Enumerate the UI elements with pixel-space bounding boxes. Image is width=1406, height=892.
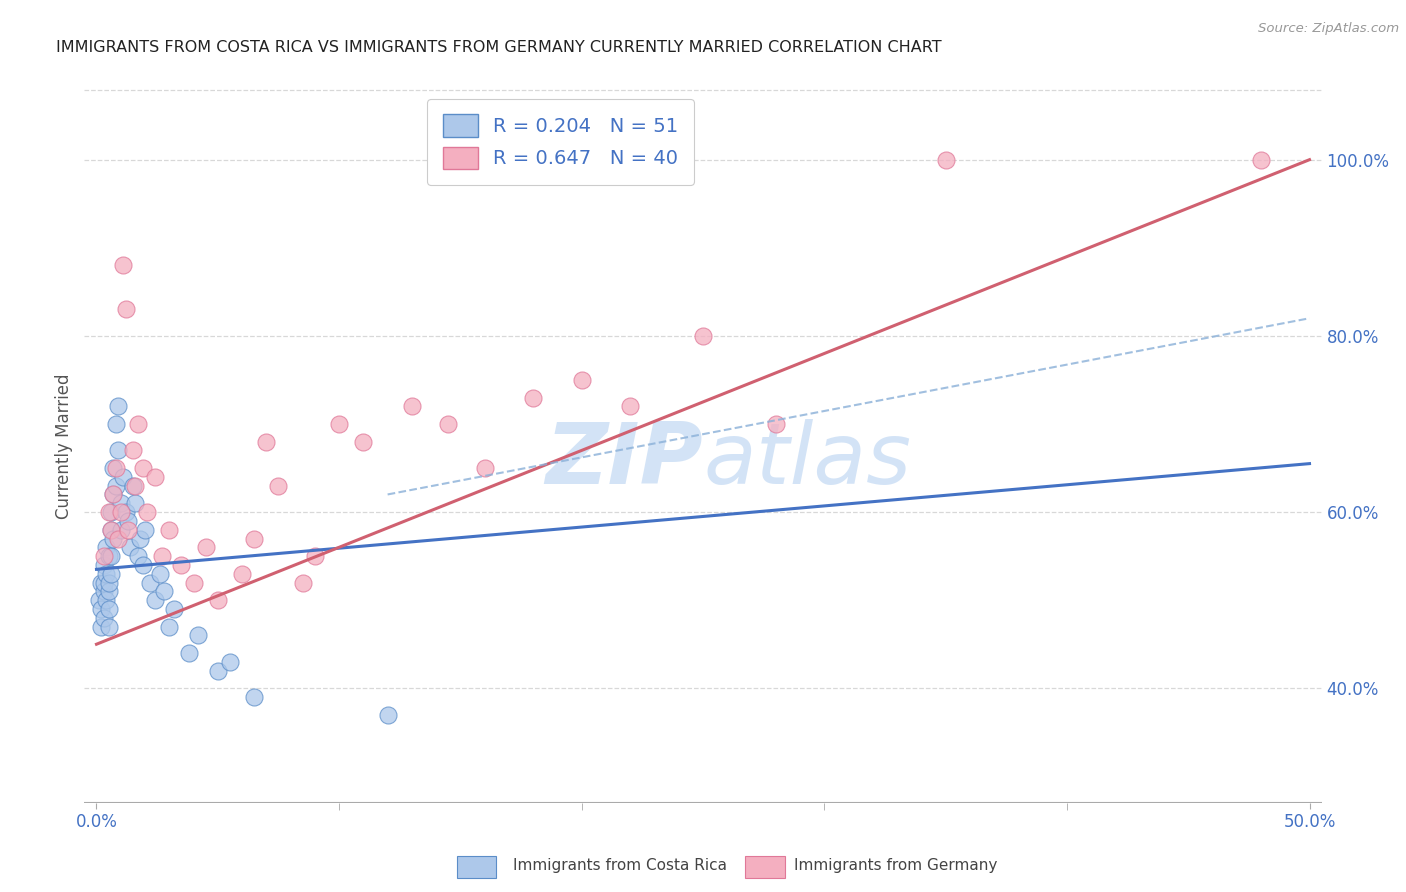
Point <box>170 558 193 572</box>
Point <box>100 523 122 537</box>
Point <box>254 434 277 449</box>
Point <box>401 400 423 414</box>
Point <box>120 541 142 555</box>
Point <box>243 532 266 546</box>
Point <box>231 566 253 581</box>
Point <box>522 391 544 405</box>
Point <box>93 584 115 599</box>
Point <box>153 584 176 599</box>
Point <box>103 487 125 501</box>
Point <box>93 575 115 590</box>
Point <box>110 496 132 510</box>
Point <box>267 478 290 492</box>
Point <box>96 593 118 607</box>
Point <box>129 532 152 546</box>
Point <box>96 566 118 581</box>
Point <box>765 417 787 431</box>
Point <box>124 496 146 510</box>
Point <box>100 523 122 537</box>
Point <box>134 523 156 537</box>
Point <box>93 611 115 625</box>
Point <box>183 575 205 590</box>
Point <box>124 478 146 492</box>
Point <box>291 575 314 590</box>
Point <box>157 619 180 633</box>
Point <box>571 373 593 387</box>
Point <box>157 523 180 537</box>
Point <box>114 505 136 519</box>
Point <box>90 602 112 616</box>
Point <box>352 434 374 449</box>
Point <box>127 417 149 431</box>
Point <box>131 558 153 572</box>
Point <box>97 602 120 616</box>
Point <box>87 593 110 607</box>
Text: IMMIGRANTS FROM COSTA RICA VS IMMIGRANTS FROM GERMANY CURRENTLY MARRIED CORRELAT: IMMIGRANTS FROM COSTA RICA VS IMMIGRANTS… <box>56 40 942 55</box>
Text: atlas: atlas <box>703 418 911 502</box>
Text: Source: ZipAtlas.com: Source: ZipAtlas.com <box>1258 22 1399 36</box>
Point <box>219 655 242 669</box>
Point <box>90 619 112 633</box>
Point <box>207 593 229 607</box>
Point <box>474 461 496 475</box>
Point <box>100 505 122 519</box>
Point <box>97 549 120 563</box>
Point <box>103 532 125 546</box>
Legend: R = 0.204   N = 51, R = 0.647   N = 40: R = 0.204 N = 51, R = 0.647 N = 40 <box>427 99 695 185</box>
Point <box>163 602 186 616</box>
Point <box>304 549 326 563</box>
Text: Immigrants from Germany: Immigrants from Germany <box>794 858 998 872</box>
Point <box>114 302 136 317</box>
Point <box>136 505 159 519</box>
Point <box>127 549 149 563</box>
Point <box>112 470 135 484</box>
Point <box>96 541 118 555</box>
Point <box>104 478 127 492</box>
Point <box>150 549 173 563</box>
Point <box>122 478 145 492</box>
Point <box>619 400 641 414</box>
Point <box>112 259 135 273</box>
Point <box>935 153 957 167</box>
Y-axis label: Currently Married: Currently Married <box>55 373 73 519</box>
Point <box>139 575 162 590</box>
Point <box>103 461 125 475</box>
Text: ZIP: ZIP <box>546 418 703 502</box>
Point <box>131 461 153 475</box>
Point <box>143 593 166 607</box>
Point <box>122 443 145 458</box>
Point <box>97 584 120 599</box>
Point <box>110 523 132 537</box>
Point <box>103 487 125 501</box>
Point <box>328 417 350 431</box>
Point <box>97 575 120 590</box>
Point <box>187 628 209 642</box>
Point <box>1250 153 1272 167</box>
Point <box>93 558 115 572</box>
Point <box>110 505 132 519</box>
Point <box>692 329 714 343</box>
Point <box>97 505 120 519</box>
Point <box>90 575 112 590</box>
Point <box>117 523 139 537</box>
Point <box>143 470 166 484</box>
Point <box>93 549 115 563</box>
Point <box>104 461 127 475</box>
Point <box>107 532 129 546</box>
Text: Immigrants from Costa Rica: Immigrants from Costa Rica <box>513 858 727 872</box>
Point <box>100 549 122 563</box>
Point <box>100 566 122 581</box>
Point <box>117 514 139 528</box>
Point <box>194 541 217 555</box>
Point <box>107 443 129 458</box>
Point <box>107 400 129 414</box>
Point <box>104 417 127 431</box>
Point <box>243 690 266 704</box>
Point <box>437 417 460 431</box>
Point <box>148 566 170 581</box>
Point <box>177 646 200 660</box>
Point <box>377 707 399 722</box>
Point <box>97 619 120 633</box>
Point <box>207 664 229 678</box>
